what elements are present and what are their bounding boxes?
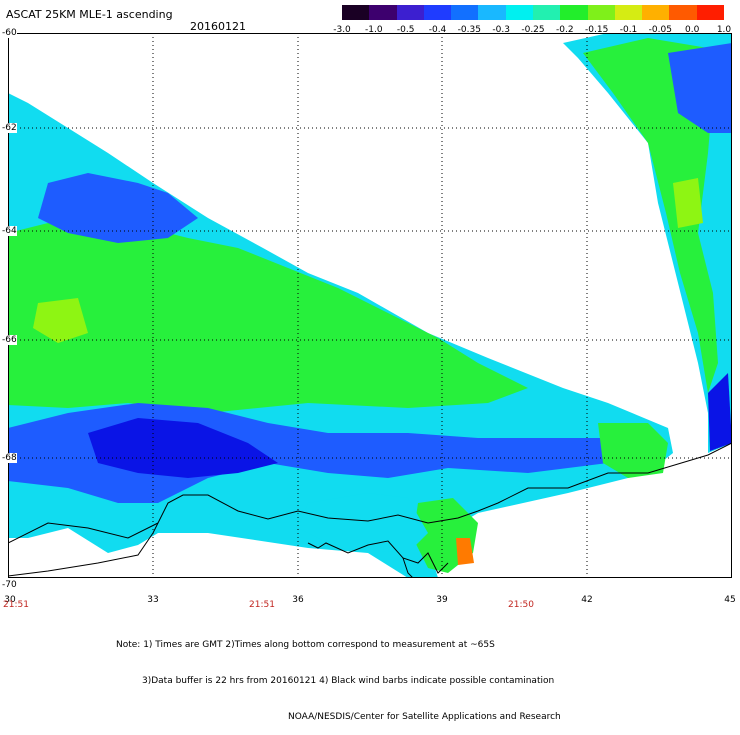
x-label-45: 45 [724,595,736,605]
swath-yellowgreen-patch [33,298,88,343]
colorbar-tick-label: -0.2 [556,25,574,35]
colorbar [342,5,724,20]
right-swath-blue [668,43,732,133]
right-swath-blue-low [708,373,732,451]
colorbar-tick-label: 1.0 [716,25,732,35]
product-date: 20160121 [190,20,246,33]
colorbar-segment [642,5,670,20]
swath-orange-patch [456,538,474,565]
colorbar-segment [532,5,561,20]
colorbar-segment [451,5,479,20]
time-label-3: 21:50 [508,600,534,610]
colorbar-tick-label: -3.0 [333,25,351,35]
colorbar-segment [423,5,452,20]
x-label-39: 39 [436,595,448,605]
footnote-line-1: Note: 1) Times are GMT 2)Times along bot… [116,640,495,650]
swath-map [8,33,732,578]
right-swath-green [583,38,718,393]
x-label-36: 36 [292,595,304,605]
colorbar-segment [342,5,370,20]
colorbar-tick-label: -0.5 [396,25,415,35]
right-swath [563,33,732,453]
colorbar-tick-label: -0.4 [428,25,447,35]
colorbar-segment [696,5,724,20]
colorbar-segment [587,5,615,20]
colorbar-segment [369,5,397,20]
swath-cyan-south [298,493,428,553]
colorbar-tick-label: -0.3 [492,25,510,35]
x-label-33: 33 [147,595,159,605]
colorbar-tick-label: -0.25 [521,25,545,35]
grid [8,33,732,578]
colorbar-labels: -3.0 -1.0 -0.5 -0.4 -0.35 -0.3 -0.25 -0.2 -0.15-… [328,25,738,37]
time-label-2: 21:51 [249,600,275,610]
colorbar-segment [478,5,506,20]
right-swath-yellowgreen [673,178,703,228]
colorbar-segment [614,5,643,20]
product-title: ASCAT 25KM MLE-1 ascending [6,8,173,21]
swath-blue-core [88,418,278,478]
y-label-68: -68 [2,453,17,463]
colorbar-tick-label: -0.35 [457,25,481,35]
colorbar-tick-label: 0.0 [684,25,700,35]
y-label-64: -64 [2,226,17,236]
y-label-70: -70 [2,580,17,590]
swath-green-patch-east [598,423,668,478]
colorbar-tick-label: -0.05 [648,25,672,35]
colorbar-segment [396,5,424,20]
footnote-line-2: 3)Data buffer is 22 hrs from 20160121 4)… [142,676,555,686]
swath-blue-upper [38,173,198,243]
map-plot [8,33,732,578]
time-label-1: 21:51 [3,600,29,610]
colorbar-segment [669,5,697,20]
left-swath [8,93,673,578]
colorbar-tick-label: -1.0 [365,25,383,35]
footnote-line-3: NOAA/NESDIS/Center for Satellite Applica… [288,712,561,722]
footnote: Note: 1) Times are GMT 2)Times along bot… [116,615,561,735]
x-label-42: 42 [581,595,593,605]
y-label-60: -60 [2,28,17,38]
colorbar-segment [505,5,533,20]
coastline [8,442,732,578]
y-label-66: -66 [2,335,17,345]
colorbar-segment [560,5,588,20]
colorbar-tick-label: -0.1 [619,25,638,35]
x-label-30: 30 [4,595,16,605]
colorbar-tick-label: -0.15 [585,25,609,35]
swath-green-upper [8,218,528,413]
y-label-62: -62 [2,123,17,133]
plot-frame [8,33,732,578]
